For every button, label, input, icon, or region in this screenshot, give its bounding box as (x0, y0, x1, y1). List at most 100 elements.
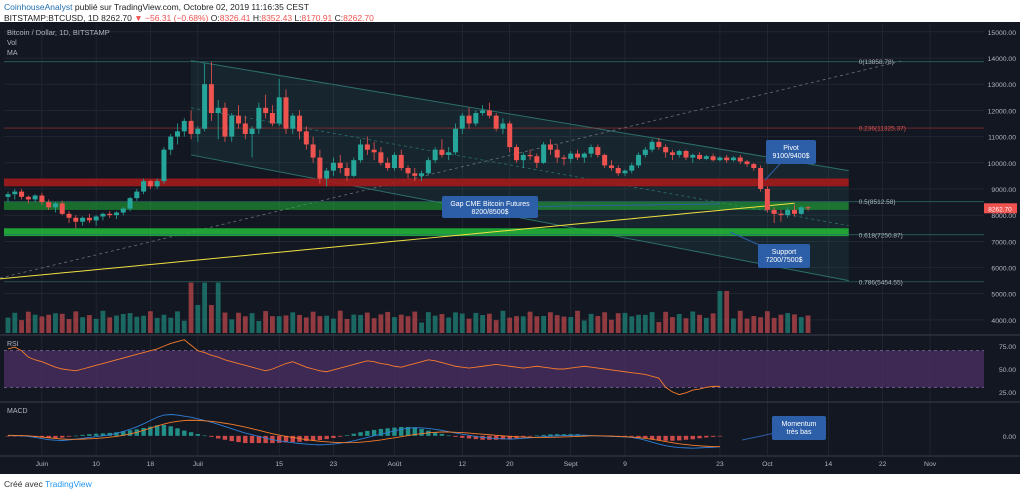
macd-histogram-bar (365, 430, 370, 436)
macd-histogram-bar (5, 435, 11, 437)
candle-body (595, 147, 601, 155)
macd-histogram-bar (283, 435, 289, 443)
volume-bar (364, 312, 370, 333)
candle-body (317, 157, 323, 179)
volume-bar (120, 313, 126, 333)
volume-bar (561, 316, 567, 333)
price-tick-label: 12000.00 (988, 108, 1017, 115)
macd-histogram-bar (378, 428, 384, 436)
volume-bar (358, 314, 363, 333)
volume-bar (181, 320, 187, 333)
candle-body (195, 128, 201, 134)
candle-body (500, 123, 506, 129)
candle-body (629, 165, 635, 171)
candle-body (371, 149, 377, 153)
rsi-tick-label: 50.00 (999, 367, 1016, 374)
candle-body (724, 157, 730, 161)
macd-histogram-bar (412, 427, 417, 436)
macd-histogram-bar (534, 435, 540, 437)
candle-body (66, 213, 72, 218)
volume-bar (371, 318, 377, 333)
volume-bar (425, 312, 431, 333)
time-tick-label: 23 (330, 461, 338, 468)
volume-bar (446, 317, 452, 333)
volume-bar (602, 312, 608, 333)
volume-bar (785, 313, 791, 333)
candle-body (236, 115, 242, 124)
candle-body (222, 107, 228, 137)
candle-body (249, 128, 255, 134)
volume-bar (161, 314, 167, 333)
macd-histogram-bar (541, 434, 546, 436)
candle-body (758, 168, 764, 189)
macd-histogram-bar (439, 433, 445, 436)
volume-bar (731, 318, 736, 333)
macd-histogram-bar (93, 433, 99, 436)
volume-bar (493, 320, 499, 333)
candle-body (432, 149, 438, 161)
candle-body (364, 144, 370, 150)
candle-body (493, 115, 499, 129)
support-zone (4, 228, 849, 237)
time-tick-label: 12 (458, 461, 466, 468)
volume-bar (670, 317, 675, 333)
candle-body (32, 195, 38, 200)
callout-pivot-box (766, 140, 816, 164)
candle-body (805, 207, 811, 209)
candle-body (25, 196, 31, 200)
low-value: 8170.91 (301, 13, 333, 23)
volume-bar (222, 312, 228, 333)
time-tick-label: Août (387, 461, 401, 468)
tradingview-logo[interactable]: TradingView (44, 479, 92, 489)
macd-histogram-bar (371, 429, 377, 436)
candle-body (446, 152, 452, 155)
volume-bar (127, 313, 133, 333)
volume-bar (432, 315, 438, 333)
volume-bar (66, 319, 72, 333)
time-tick-label: 15 (275, 461, 283, 468)
macd-histogram-bar (358, 432, 363, 436)
macd-histogram-bar (432, 432, 438, 436)
volume-bar (771, 317, 777, 333)
volume-bar (351, 314, 357, 333)
candle-body (283, 97, 289, 129)
volume-bar (86, 315, 92, 333)
volume-bar (344, 319, 350, 333)
macd-histogram-bar (561, 434, 567, 436)
candle-body (86, 217, 92, 221)
macd-histogram-bar (392, 427, 397, 436)
macd-histogram-bar (114, 432, 119, 436)
fib-label: 0(13858.78) (859, 59, 894, 66)
macd-histogram-bar (222, 435, 228, 440)
candle-body (608, 165, 614, 169)
candle-body (229, 115, 235, 137)
macd-histogram-bar (338, 435, 343, 437)
volume-bar (46, 314, 52, 333)
candle-body (344, 168, 350, 176)
indicator-label: Vol (7, 40, 17, 47)
volume-bar (615, 313, 621, 333)
candle-body (263, 107, 269, 114)
rsi-band (4, 350, 984, 388)
callout-momentum-line: Momentum (781, 421, 816, 428)
volume-bar (215, 282, 221, 333)
candle-body (52, 203, 58, 208)
macd-histogram-bar (493, 435, 499, 440)
macd-title: MACD (7, 408, 28, 415)
candle-body (141, 181, 147, 192)
price-axis-background (982, 22, 1020, 474)
volume-bar (568, 317, 574, 333)
candle-body (73, 217, 79, 222)
macd-histogram-bar (290, 435, 295, 443)
candle-body (107, 213, 113, 216)
candle-body (602, 154, 608, 166)
candle-body (93, 216, 99, 221)
time-tick-label: Juin (36, 461, 49, 468)
macd-histogram-bar (419, 428, 424, 436)
low-label: L: (294, 13, 302, 23)
volume-bar (805, 315, 811, 333)
author-link[interactable]: CoinhouseAnalyst (4, 2, 73, 12)
volume-bar (317, 316, 323, 333)
